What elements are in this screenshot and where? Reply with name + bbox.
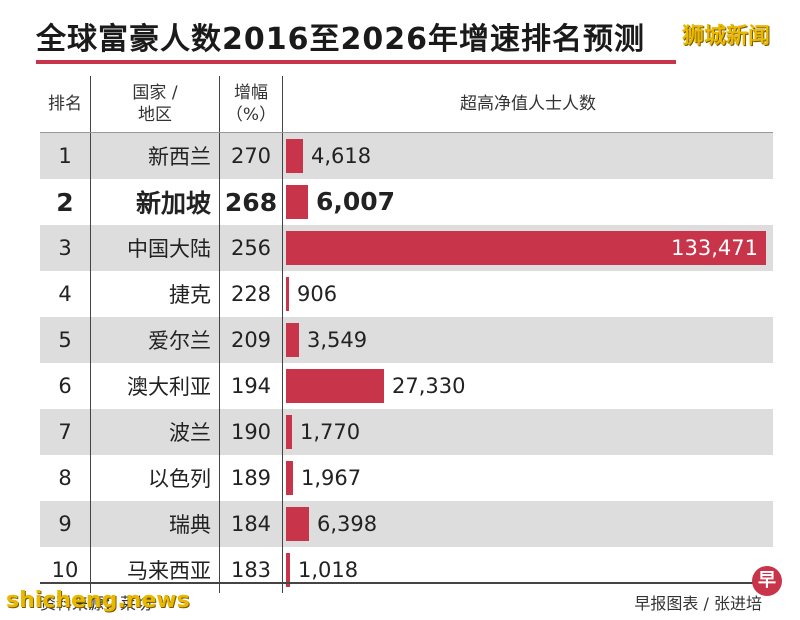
header-country-line1: 国家 /: [132, 83, 178, 103]
bar-value-label: 4,618: [311, 144, 372, 168]
growth-cell: 270: [219, 132, 283, 179]
rank-cell: 10: [40, 547, 91, 593]
bar-wrap: 133,471: [283, 225, 773, 271]
bar-cell: 3,549: [282, 317, 773, 363]
header-row: 排名 国家 / 地区 增幅 （%） 超高净值人士人数: [40, 76, 773, 133]
bar-mark: [286, 185, 308, 219]
country-cell: 波兰: [90, 409, 220, 455]
country-cell: 瑞典: [90, 501, 220, 547]
header-growth-line1: 增幅: [234, 83, 268, 103]
bar-mark: [286, 553, 290, 587]
table-row: 3 中国大陆 256 133,471: [40, 225, 773, 271]
watermark-bottom: shicheng.news: [6, 588, 190, 613]
bar-mark: [286, 369, 384, 403]
bar-wrap: 1,018: [283, 547, 773, 593]
bar-cell: 27,330: [282, 363, 773, 409]
rank-cell: 9: [40, 501, 91, 547]
bar-cell: 133,471: [282, 225, 773, 271]
chart-title: 全球富豪人数2016至2026年增速排名预测: [36, 22, 645, 57]
header-growth-line2: （%）: [225, 105, 277, 125]
bar-wrap: 1,770: [283, 409, 773, 455]
bar-wrap: 27,330: [283, 363, 773, 409]
bar-mark: [286, 507, 309, 541]
bar-cell: 1,967: [282, 455, 773, 501]
bar-cell: 6,007: [282, 179, 773, 225]
growth-cell: 190: [219, 409, 283, 455]
table-row: 10 马来西亚 183 1,018: [40, 547, 773, 593]
rank-cell: 2: [40, 179, 91, 225]
bar-value-label: 6,007: [316, 187, 396, 216]
rank-cell: 6: [40, 363, 91, 409]
bar-cell: 4,618: [282, 132, 773, 179]
header-country: 国家 / 地区: [90, 76, 220, 133]
bar-value-label: 1,770: [300, 420, 361, 444]
ranking-table: 排名 国家 / 地区 增幅 （%） 超高净值人士人数 1 新西兰 270 4,618 2…: [40, 76, 773, 593]
growth-cell: 194: [219, 363, 283, 409]
country-cell: 澳大利亚: [90, 363, 220, 409]
header-rank: 排名: [40, 76, 91, 133]
rank-cell: 7: [40, 409, 91, 455]
bar-mark: [286, 231, 766, 265]
growth-cell: 268: [219, 179, 283, 225]
country-cell: 中国大陆: [90, 225, 220, 271]
growth-cell: 184: [219, 501, 283, 547]
table-row: 1 新西兰 270 4,618: [40, 132, 773, 179]
table-row: 8 以色列 189 1,967: [40, 455, 773, 501]
bar-value-label: 906: [297, 282, 338, 306]
bar-mark: [286, 277, 289, 311]
bar-value-label: 3,549: [307, 328, 368, 352]
table-row: 4 捷克 228 906: [40, 271, 773, 317]
bar-wrap: 3,549: [283, 317, 773, 363]
growth-cell: 189: [219, 455, 283, 501]
table-row: 2 新加坡 268 6,007: [40, 179, 773, 225]
bar-value-label: 27,330: [392, 374, 466, 398]
bar-wrap: 6,007: [283, 179, 773, 225]
title-underline: [36, 60, 676, 64]
table-row: 7 波兰 190 1,770: [40, 409, 773, 455]
growth-cell: 256: [219, 225, 283, 271]
bar-mark: [286, 461, 293, 495]
rank-cell: 5: [40, 317, 91, 363]
watermark-top: 狮城新闻: [682, 24, 771, 49]
header-count: 超高净值人士人数: [282, 76, 773, 133]
country-cell: 马来西亚: [90, 547, 220, 593]
bar-mark: [286, 139, 303, 173]
growth-cell: 228: [219, 271, 283, 317]
table-row: 5 爱尔兰 209 3,549: [40, 317, 773, 363]
table-body: 1 新西兰 270 4,618 2 新加坡 268 6,007 3 中国大陆 256 133,471 4…: [40, 132, 773, 593]
rank-cell: 8: [40, 455, 91, 501]
country-cell: 捷克: [90, 271, 220, 317]
table-row: 9 瑞典 184 6,398: [40, 501, 773, 547]
header-country-line2: 地区: [138, 105, 172, 125]
country-cell: 爱尔兰: [90, 317, 220, 363]
bar-cell: 6,398: [282, 501, 773, 547]
newspaper-logo-icon: 早: [752, 566, 782, 596]
bar-cell: 1,018: [282, 547, 773, 593]
bar-value-label: 1,967: [301, 466, 362, 490]
bar-wrap: 906: [283, 271, 773, 317]
rank-cell: 3: [40, 225, 91, 271]
rank-cell: 1: [40, 132, 91, 179]
rank-cell: 4: [40, 271, 91, 317]
bar-mark: [286, 415, 292, 449]
bar-mark: [286, 323, 299, 357]
table-row: 6 澳大利亚 194 27,330: [40, 363, 773, 409]
country-cell: 以色列: [90, 455, 220, 501]
growth-cell: 183: [219, 547, 283, 593]
header-growth: 增幅 （%）: [219, 76, 283, 133]
growth-cell: 209: [219, 317, 283, 363]
bar-wrap: 4,618: [283, 133, 773, 179]
country-cell: 新西兰: [90, 132, 220, 179]
source-note: 资料来源：莱坊: [40, 594, 153, 613]
bar-value-label: 6,398: [317, 512, 378, 536]
credit-note: 早报图表 / 张进培: [634, 594, 762, 613]
bar-wrap: 1,967: [283, 455, 773, 501]
bar-cell: 1,770: [282, 409, 773, 455]
bar-cell: 906: [282, 271, 773, 317]
country-cell: 新加坡: [90, 179, 220, 225]
bottom-rule: [40, 582, 778, 584]
bar-wrap: 6,398: [283, 501, 773, 547]
bar-value-label: 1,018: [298, 558, 359, 582]
bar-value-label: 133,471: [671, 236, 758, 260]
